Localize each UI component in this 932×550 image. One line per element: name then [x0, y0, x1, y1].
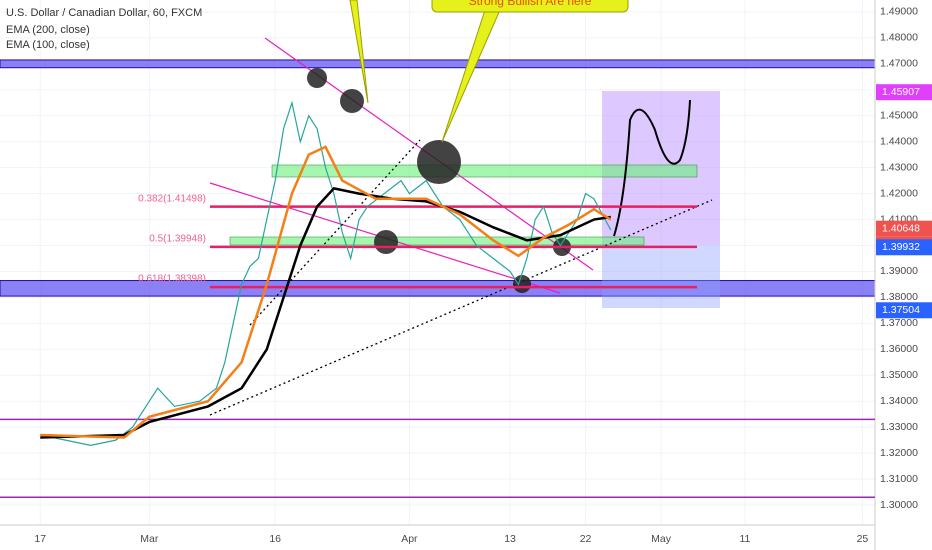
y-tick-label: 1.42000: [880, 187, 918, 199]
series-line: [40, 187, 611, 439]
x-tick-label: 16: [269, 533, 281, 545]
marker: [417, 140, 461, 184]
y-tick-label: 1.39000: [880, 265, 918, 277]
fib-label: 0.618(1.38398): [138, 274, 206, 285]
y-tick-label: 1.44000: [880, 135, 918, 147]
x-tick-label: 11: [740, 533, 751, 545]
callout-pointer: [349, 0, 369, 104]
dotted-trend: [209, 199, 713, 416]
callout-text: Strong Bullish Are here: [469, 0, 592, 8]
marker: [513, 275, 531, 293]
x-tick-label: Apr: [401, 533, 418, 545]
price-label: 1.45907: [882, 86, 920, 98]
fib-label: 0.5(1.39948): [149, 233, 206, 244]
y-tick-label: 1.45000: [880, 110, 918, 122]
price-label-box: [876, 239, 932, 256]
projection-path: [613, 99, 691, 237]
y-tick-label: 1.47000: [880, 58, 918, 70]
y-tick-label: 1.35000: [880, 369, 918, 381]
marker: [340, 89, 364, 113]
series-line: [40, 100, 612, 446]
projection-loss: [602, 245, 720, 308]
y-tick-label: 1.48000: [880, 32, 918, 44]
y-tick-label: 1.43000: [880, 161, 918, 173]
price-label-box: [876, 302, 932, 319]
fib-label: 0.382(1.41498): [138, 193, 206, 204]
x-tick-label: 17: [34, 533, 46, 545]
price-label: 1.37504: [882, 304, 920, 316]
price-label-box: [876, 84, 932, 101]
price-label: 1.39932: [882, 241, 920, 253]
zone-band: [0, 59, 876, 69]
chart-title: U.S. Dollar / Canadian Dollar, 60, FXCM: [6, 7, 202, 19]
indicator: EMA (200, close): [6, 24, 90, 36]
indicator: EMA (100, close): [6, 39, 90, 51]
y-tick-label: 1.32000: [880, 447, 918, 459]
marker: [307, 68, 327, 88]
y-tick-label: 1.49000: [880, 6, 918, 18]
y-tick-label: 1.30000: [880, 499, 918, 511]
price-label: 1.40648: [882, 222, 920, 234]
drawings: [209, 0, 720, 416]
dotted-trend: [249, 139, 421, 326]
x-tick-label: 25: [857, 533, 869, 545]
x-tick-label: Mar: [140, 533, 159, 545]
x-tick-label: 22: [580, 533, 592, 545]
callout-box: [431, 0, 629, 13]
x-tick-label: 13: [504, 533, 516, 545]
y-tick-label: 1.34000: [880, 395, 918, 407]
marker: [374, 230, 398, 254]
x-tick-label: May: [651, 533, 672, 545]
y-tick-label: 1.37000: [880, 317, 918, 329]
green-zone: [271, 164, 698, 178]
y-tick-label: 1.38000: [880, 291, 918, 303]
y-tick-label: 1.36000: [880, 343, 918, 355]
green-zone: [229, 236, 645, 246]
series-line: [40, 145, 612, 439]
y-tick-label: 1.31000: [880, 473, 918, 485]
price-label-box: [876, 220, 932, 237]
y-tick-label: 1.33000: [880, 421, 918, 433]
